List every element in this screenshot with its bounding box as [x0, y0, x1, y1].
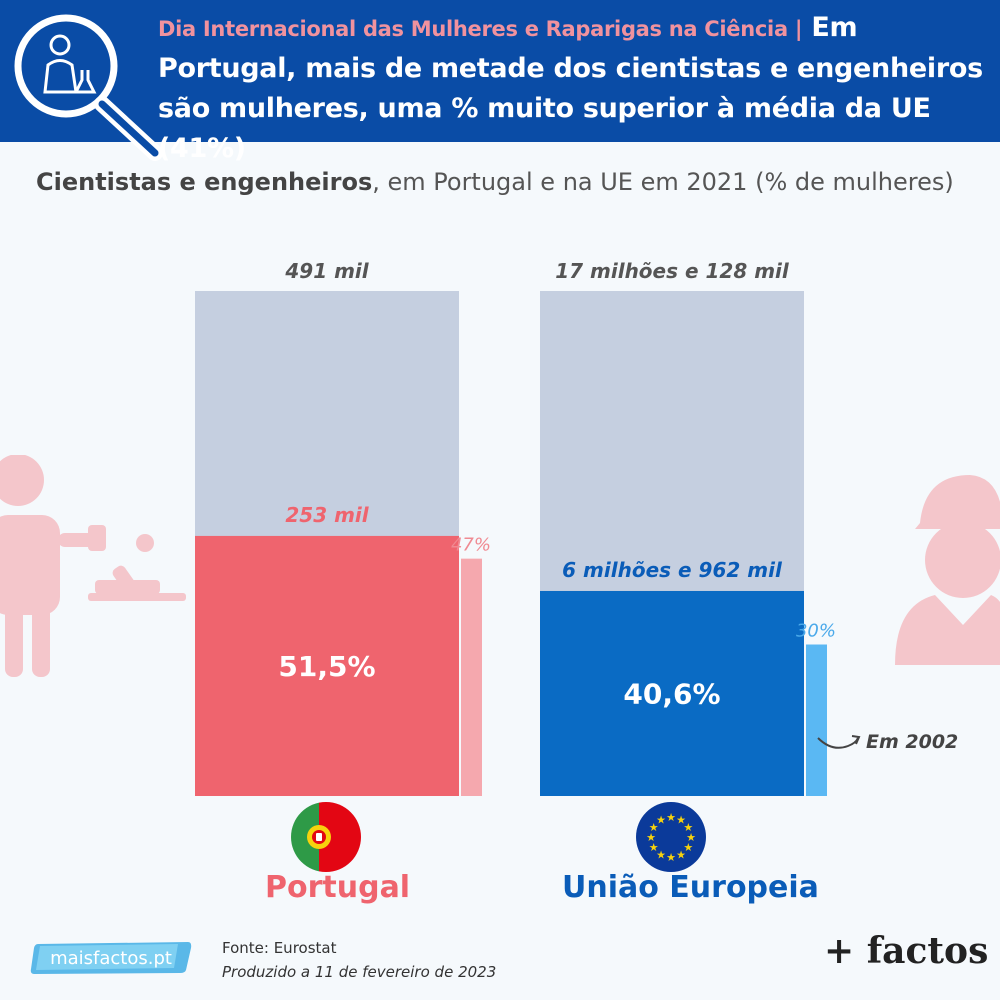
total-label: 17 milhões e 128 mil	[555, 259, 790, 283]
percent-2002-label: 30%	[796, 621, 836, 642]
eu-star-icon: ★	[646, 831, 656, 844]
eu-label: União Europeia	[562, 870, 819, 905]
percent-2002-label: 47%	[451, 535, 491, 556]
source-line: Fonte: Eurostat	[222, 939, 337, 957]
chart-subtitle: Cientistas e engenheiros, em Portugal e …	[36, 168, 954, 196]
total-label: 491 mil	[284, 259, 369, 283]
women-count-label: 6 milhões e 962 mil	[562, 558, 783, 582]
woman-engineer-illustration	[895, 475, 1000, 665]
eu-star-icon: ★	[649, 821, 659, 834]
annotation-label: Em 2002	[866, 731, 958, 753]
eu-star-icon: ★	[683, 821, 693, 834]
eu-star-icon: ★	[683, 841, 693, 854]
headline-main: Em Portugal, mais de metade dos cientist…	[158, 12, 983, 164]
eu-star-icon: ★	[666, 811, 676, 824]
header-banner	[0, 0, 1000, 142]
eu-star-icon: ★	[666, 851, 676, 864]
women-percent-label: 51,5%	[278, 650, 375, 683]
subtitle-rest: , em Portugal e na UE em 2021 (% de mulh…	[372, 168, 954, 196]
women-bar	[195, 535, 459, 796]
eu-star-icon: ★	[676, 814, 686, 827]
bar-2002	[461, 558, 482, 796]
produced-line: Produzido a 11 de fevereiro de 2023	[222, 963, 497, 981]
annotation-arrow	[817, 737, 859, 749]
woman-scientist-illustration	[0, 455, 186, 677]
site-badge[interactable]: maisfactos.pt	[30, 940, 193, 974]
portugal-label: Portugal	[265, 870, 411, 905]
eu-star-icon: ★	[676, 848, 686, 861]
women-percent-label: 40,6%	[623, 677, 720, 710]
bar-2002	[806, 644, 827, 796]
headline-kicker: Dia Internacional das Mulheres e Raparig…	[158, 17, 803, 41]
brand-logo: + factos	[824, 930, 989, 972]
annotation-arrow-head	[851, 735, 861, 745]
eu-star-icon: ★	[649, 841, 659, 854]
source-note: Fonte: Eurostat Produzido a 11 de fevere…	[222, 936, 496, 984]
eu-flag-icon: ★ ★ ★ ★ ★ ★ ★ ★ ★ ★ ★ ★	[636, 802, 706, 872]
eu-star-icon: ★	[656, 848, 666, 861]
portugal-flag-icon	[291, 802, 361, 872]
eu-star-icon: ★	[656, 814, 666, 827]
eu-star-icon: ★	[686, 831, 696, 844]
women-count-label: 253 mil	[285, 503, 369, 527]
headline: Dia Internacional das Mulheres e Raparig…	[158, 8, 993, 169]
subtitle-bold: Cientistas e engenheiros	[36, 168, 373, 196]
site-label: maisfactos.pt	[50, 948, 172, 969]
magnifier-scientist-icon	[14, 14, 163, 161]
women-bar	[540, 590, 804, 796]
